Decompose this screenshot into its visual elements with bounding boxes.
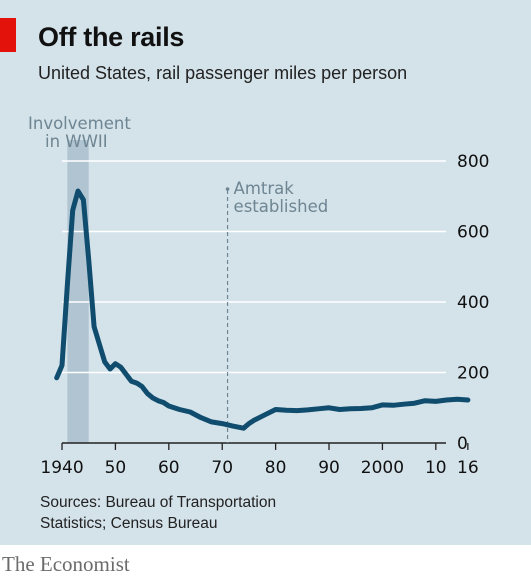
y-tick-label-800: 800 [457,152,489,172]
x-tick-label-1980: 80 [265,458,287,478]
chart-title: Off the rails [38,22,185,52]
series-line-1 [54,188,471,431]
brand-red-tag [0,18,16,52]
x-tick-label-2016: 16 [457,458,479,478]
wwii-shade-band [67,140,89,443]
x-tick-label-1950: 50 [105,458,127,478]
amtrak-label-line-2: established [234,197,329,216]
y-tick-label-200: 200 [457,364,489,384]
sources-note: Sources: Bureau of Transportation Statis… [40,492,276,534]
publisher-name: The Economist [2,552,130,576]
x-tick-label-2010: 10 [425,458,447,478]
amtrak-label-line-1: Amtrak [234,179,295,198]
x-tick-label-1940: 1940 [40,458,83,478]
y-tick-label-600: 600 [457,223,489,243]
x-tick-label-2000: 2000 [361,458,404,478]
sources-line-2: Statistics; Census Bureau [40,515,218,532]
sources-line-1: Sources: Bureau of Transportation [40,494,277,511]
y-tick-label-0: 0 [457,434,468,454]
x-tick-label-1970: 70 [211,458,233,478]
x-tick-label-1960: 60 [158,458,180,478]
y-tick-label-400: 400 [457,293,489,313]
amtrak-marker-dot [225,187,230,191]
chart-subtitle: United States, rail passenger miles per … [38,63,408,83]
wwii-label-line-1: Involvement [28,114,131,133]
x-tick-label-1990: 90 [318,458,340,478]
wwii-label-line-2: in WWII [45,132,108,151]
